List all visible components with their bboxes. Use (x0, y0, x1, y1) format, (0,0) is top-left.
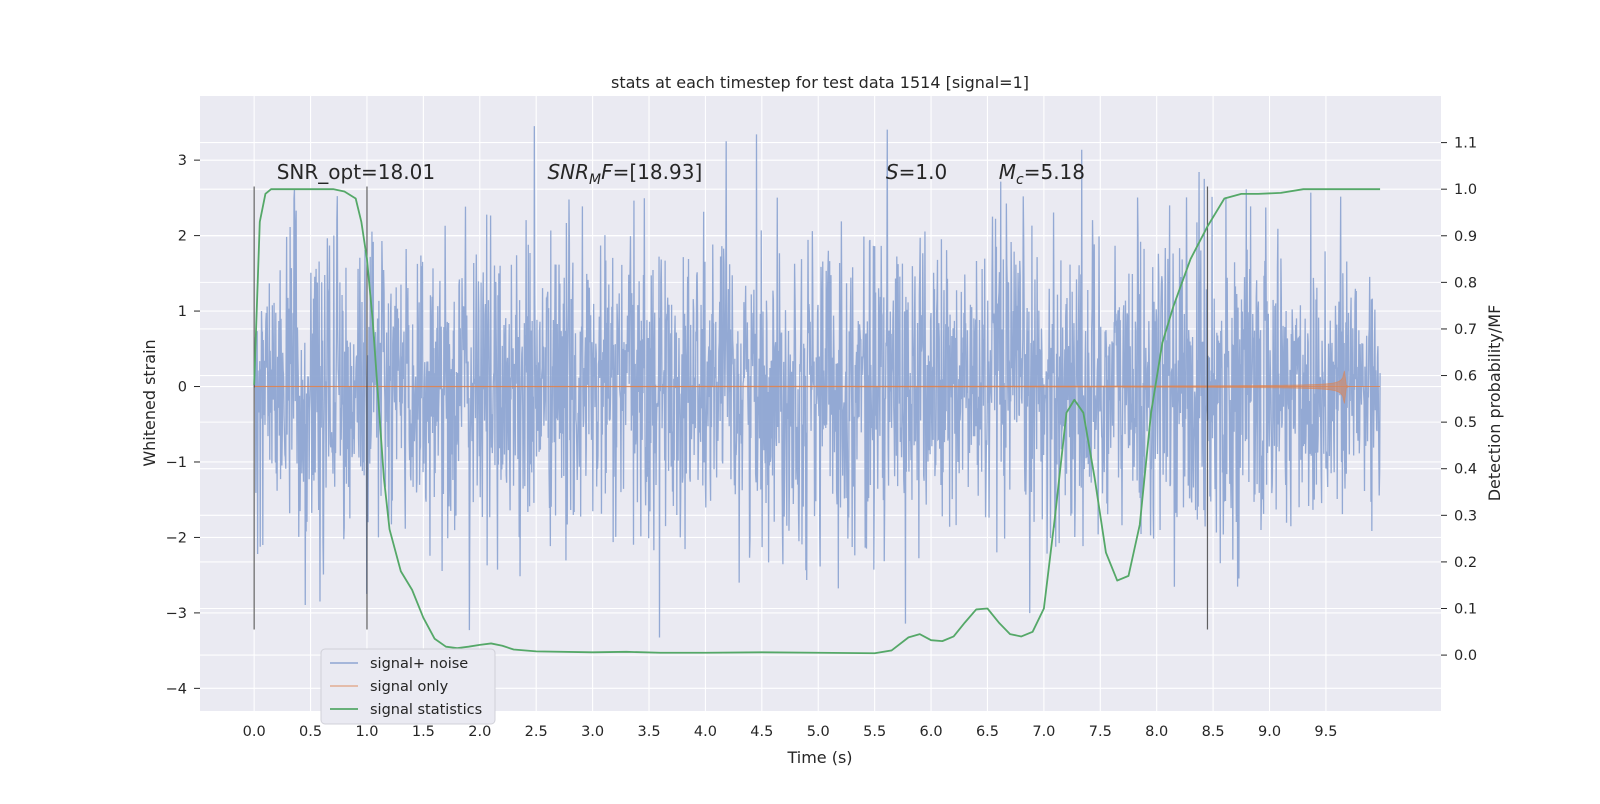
x-tick-label: 0.0 (243, 724, 266, 740)
x-tick-label: 5.0 (807, 724, 830, 740)
signal-statistics-layer (253, 188, 1381, 655)
x-tick-label: 4.0 (694, 724, 717, 740)
y2-tick-label: 0.0 (1454, 648, 1477, 664)
x-tick-label: 3.0 (581, 724, 604, 740)
y-tick-label: 1 (178, 304, 187, 320)
y-tick-label: 2 (178, 229, 187, 245)
signal-statistics-line (253, 188, 1381, 655)
x-tick-label: 0.5 (299, 724, 322, 740)
x-tick-label: 9.5 (1314, 724, 1337, 740)
y-tick-label: 0 (178, 380, 187, 396)
y2-tick-label: 1.0 (1454, 182, 1477, 198)
y-tick-label: −4 (166, 681, 187, 697)
x-tick-label: 8.0 (1145, 724, 1168, 740)
x-tick-label: 2.0 (468, 724, 491, 740)
x-tick-label: 1.5 (412, 724, 435, 740)
legend-label-signal-noise: signal+ noise (370, 656, 468, 672)
legend-label-signal-only: signal only (370, 679, 449, 695)
x-tick-label: 6.5 (976, 724, 999, 740)
legend-label-signal-statistics: signal statistics (370, 702, 482, 718)
y2-tick-label: 0.1 (1454, 602, 1477, 618)
annotation-text: Mc=5.18 (999, 160, 1085, 188)
x-tick-label: 5.5 (863, 724, 886, 740)
annotation-text: SNR_opt=18.01 (277, 160, 435, 184)
y2-tick-label: 0.2 (1454, 555, 1477, 571)
y2-tick-label: 0.3 (1454, 508, 1477, 524)
annotation-text: SNRMF=[18.93] (547, 160, 702, 188)
y2-tick-label: 0.8 (1454, 275, 1477, 291)
x-axis-label: Time (s) (786, 748, 852, 767)
y-tick-label: −3 (166, 606, 187, 622)
x-tick-label: 3.5 (637, 724, 660, 740)
signal-plus-noise-line (253, 126, 1381, 638)
signal-plus-noise-layer (253, 126, 1381, 638)
y-tick-label: 3 (178, 153, 187, 169)
y2-tick-label: 0.5 (1454, 415, 1477, 431)
y2-tick-label: 0.7 (1454, 322, 1477, 338)
annotation-text: S=1.0 (886, 160, 947, 184)
x-tick-label: 9.0 (1258, 724, 1281, 740)
x-tick-label: 7.5 (1089, 724, 1112, 740)
x-tick-label: 4.5 (750, 724, 773, 740)
y-axis-label: Whitened strain (140, 339, 159, 466)
tick-layer: 0.0 0.5 1.0 1.5 2.0 2.5 3.0 3.5 4.0 4.5 5.0 5.5 6.0 6… (166, 136, 1477, 740)
y2-tick-label: 1.1 (1454, 136, 1477, 152)
y2-tick-label: 0.9 (1454, 229, 1477, 245)
y-tick-label: −1 (166, 455, 187, 471)
y2-tick-label: 0.6 (1454, 369, 1477, 385)
annotation-layer: SNR_opt=18.01 SNRMF=[18.93] S=1.0 Mc=5.18 (277, 160, 1085, 188)
y2-axis-label: Detection probability/MF (1485, 305, 1504, 502)
legend: signal+ noise signal only signal statist… (320, 648, 496, 725)
x-tick-label: 1.0 (355, 724, 378, 740)
legend-box (320, 648, 496, 725)
y2-tick-label: 0.4 (1454, 462, 1477, 478)
y-tick-label: −2 (166, 530, 187, 546)
x-tick-label: 2.5 (525, 724, 548, 740)
x-tick-label: 6.0 (920, 724, 943, 740)
chart-title: stats at each timestep for test data 151… (611, 73, 1029, 92)
x-tick-label: 7.0 (1032, 724, 1055, 740)
x-tick-label: 8.5 (1202, 724, 1225, 740)
